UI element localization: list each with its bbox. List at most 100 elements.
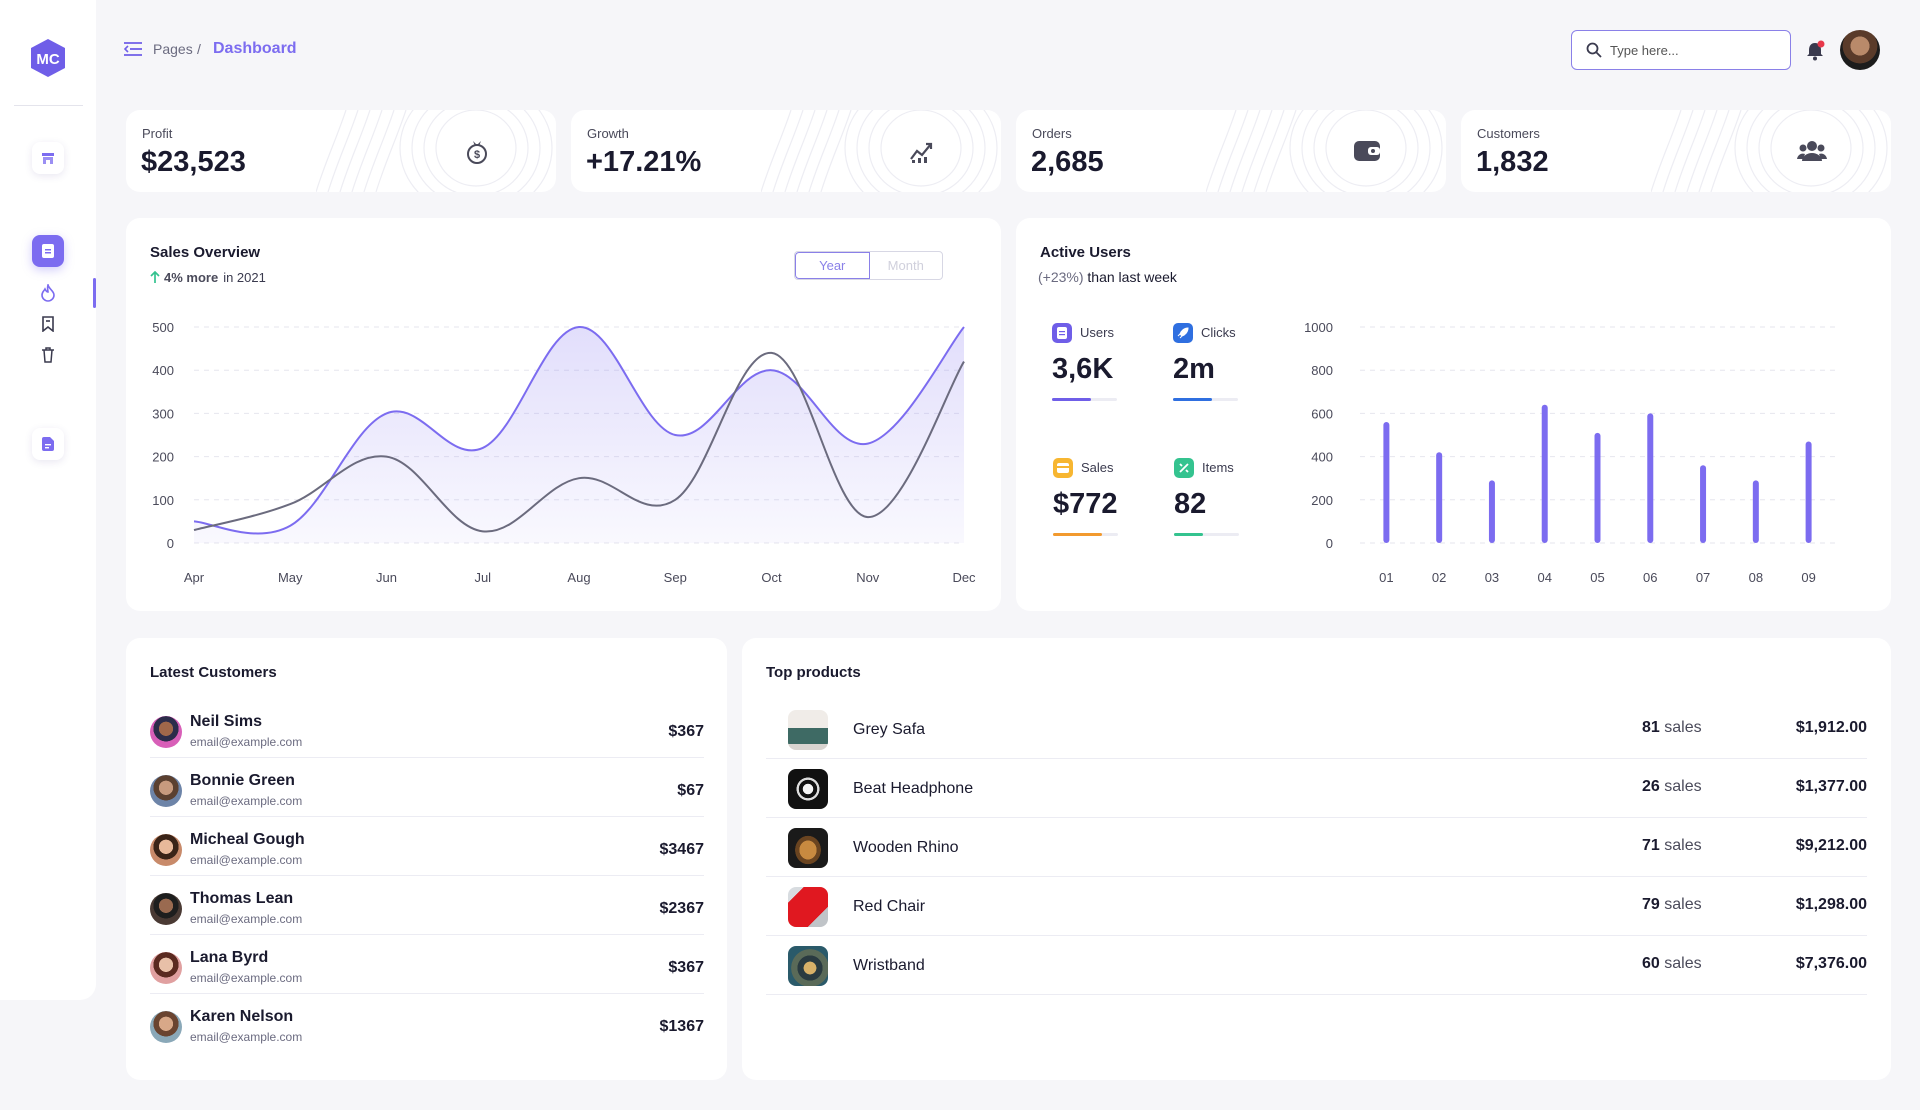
customer-row[interactable]: Neil Sims email@example.com $367 [150,700,704,758]
avatar [150,952,182,984]
x-tick-label: 07 [1696,570,1710,585]
bell-icon[interactable] [1805,40,1825,62]
y-tick-label: 0 [167,536,174,551]
wallet-icon [1346,130,1388,172]
product-row[interactable]: Beat Headphone 26 sales $1,377.00 [766,759,1867,818]
product-sales-word: sales [1664,778,1702,795]
sidebar-item-bookmarks[interactable] [38,314,58,334]
x-tick-label: Jul [474,570,491,585]
active-users-chart: 0 200 400 600 800 1000 01 02 03 04 05 06 07 08 09 [1304,320,1835,585]
customer-name: Micheal Gough [190,831,305,848]
x-tick-label: Dec [952,570,976,585]
x-tick-label: Oct [761,570,782,585]
product-row[interactable]: Red Chair 79 sales $1,298.00 [766,877,1867,936]
customer-name: Thomas Lean [190,890,294,907]
wave-pattern [316,110,553,192]
product-row[interactable]: Wristband 60 sales $7,376.00 [766,936,1867,995]
metric-value: 82 [1174,488,1207,520]
svg-text:$: $ [474,149,480,161]
sales-overview-chart: 0 100 200 300 400 500 Apr May Jun Jul Aug Sep Oct Nov… [152,320,976,585]
customer-row[interactable]: Thomas Lean email@example.com $2367 [150,877,704,935]
customer-name: Neil Sims [190,713,263,730]
y-tick-label: 600 [1311,406,1333,421]
sidebar-item-trash[interactable] [38,345,58,365]
product-sales-count: 71 [1642,837,1660,854]
trash-icon [42,347,54,363]
product-sales-count: 79 [1642,896,1660,913]
breadcrumb-parent[interactable]: Pages [153,41,193,57]
customer-row[interactable]: Micheal Gough email@example.com $3467 [150,818,704,876]
metric-label: Sales [1081,460,1114,475]
toggle-year[interactable]: Year [795,252,870,279]
logo[interactable]: MC [29,38,67,78]
top-products-panel [742,638,1891,1080]
product-name: Grey Safa [853,721,926,738]
period-toggle[interactable]: Year Month [794,251,943,280]
metric-progress-fill [1053,533,1102,536]
sidebar-item-dashboard[interactable] [38,283,58,303]
stat-value: 2,685 [1031,146,1104,178]
metric-label: Clicks [1201,325,1236,340]
metric-value: 2m [1173,353,1215,385]
x-tick-label: Apr [184,570,205,585]
toggle-month[interactable]: Month [887,258,924,273]
stat-label: Orders [1032,126,1072,141]
metric-value: 3,6K [1052,353,1114,385]
card-icon [1053,458,1073,478]
x-tick-label: Nov [856,570,880,585]
latest-customers-title: Latest Customers [150,664,277,681]
stat-card-customers: Customers 1,832 [1461,110,1891,192]
sidebar-item-home[interactable] [32,142,64,174]
active-users-delta: (+23%) [1038,269,1084,285]
customer-row[interactable]: Karen Nelson email@example.com $1367 [150,995,704,1053]
user-avatar[interactable] [1840,30,1880,70]
product-row[interactable]: Wooden Rhino 71 sales $9,212.00 [766,818,1867,877]
product-sales: 81 sales [1642,719,1757,737]
top-products-title: Top products [766,664,861,681]
active-users-subtitle: (+23%) than last week [1038,269,1177,285]
active-users-delta-suffix: than last week [1087,269,1177,285]
y-tick-label: 200 [152,450,174,465]
search-box[interactable] [1571,30,1791,70]
customer-row[interactable]: Bonnie Green email@example.com $67 [150,759,704,817]
y-tick-label: 100 [152,493,174,508]
product-sales-count: 60 [1642,955,1660,972]
avatar [150,775,182,807]
bar [1541,404,1548,543]
money-bag-icon: $ [456,130,498,172]
customer-email: email@example.com [190,1030,303,1044]
x-tick-label: May [278,570,303,585]
product-row[interactable]: Grey Safa 81 sales $1,912.00 [766,700,1867,759]
document-icon [42,244,54,258]
customer-email: email@example.com [190,912,303,926]
product-thumbnail [788,769,828,809]
svg-text:MC: MC [36,51,59,68]
y-tick-label: 400 [1311,450,1333,465]
y-tick-label: 1000 [1304,320,1333,335]
users-doc-icon [1052,323,1072,343]
y-tick-label: 300 [152,406,174,421]
breadcrumb-separator: / [197,41,201,57]
metric-value: $772 [1053,488,1118,520]
x-tick-label: 06 [1643,570,1657,585]
product-sales: 26 sales [1642,778,1757,796]
x-tick-label: 03 [1485,570,1499,585]
latest-customers-panel [126,638,727,1080]
menu-toggle-icon[interactable] [124,41,142,57]
product-price: $1,298.00 [1795,896,1867,913]
trend-chart-icon [901,130,943,172]
product-thumbnail [788,887,828,927]
customer-email: email@example.com [190,971,303,985]
metric-progress-fill [1173,398,1212,401]
sidebar-item-docs[interactable] [32,428,64,460]
product-thumbnail [788,946,828,986]
sidebar-item-pages[interactable] [32,235,64,267]
product-sales-word: sales [1664,955,1702,972]
avatar [150,716,182,748]
y-tick-label: 200 [1311,493,1333,508]
customer-row[interactable]: Lana Byrd email@example.com $367 [150,936,704,994]
customer-amount: $367 [668,959,704,976]
search-input[interactable] [1610,42,1780,58]
customer-name: Lana Byrd [190,949,269,966]
stat-label: Growth [587,126,629,141]
